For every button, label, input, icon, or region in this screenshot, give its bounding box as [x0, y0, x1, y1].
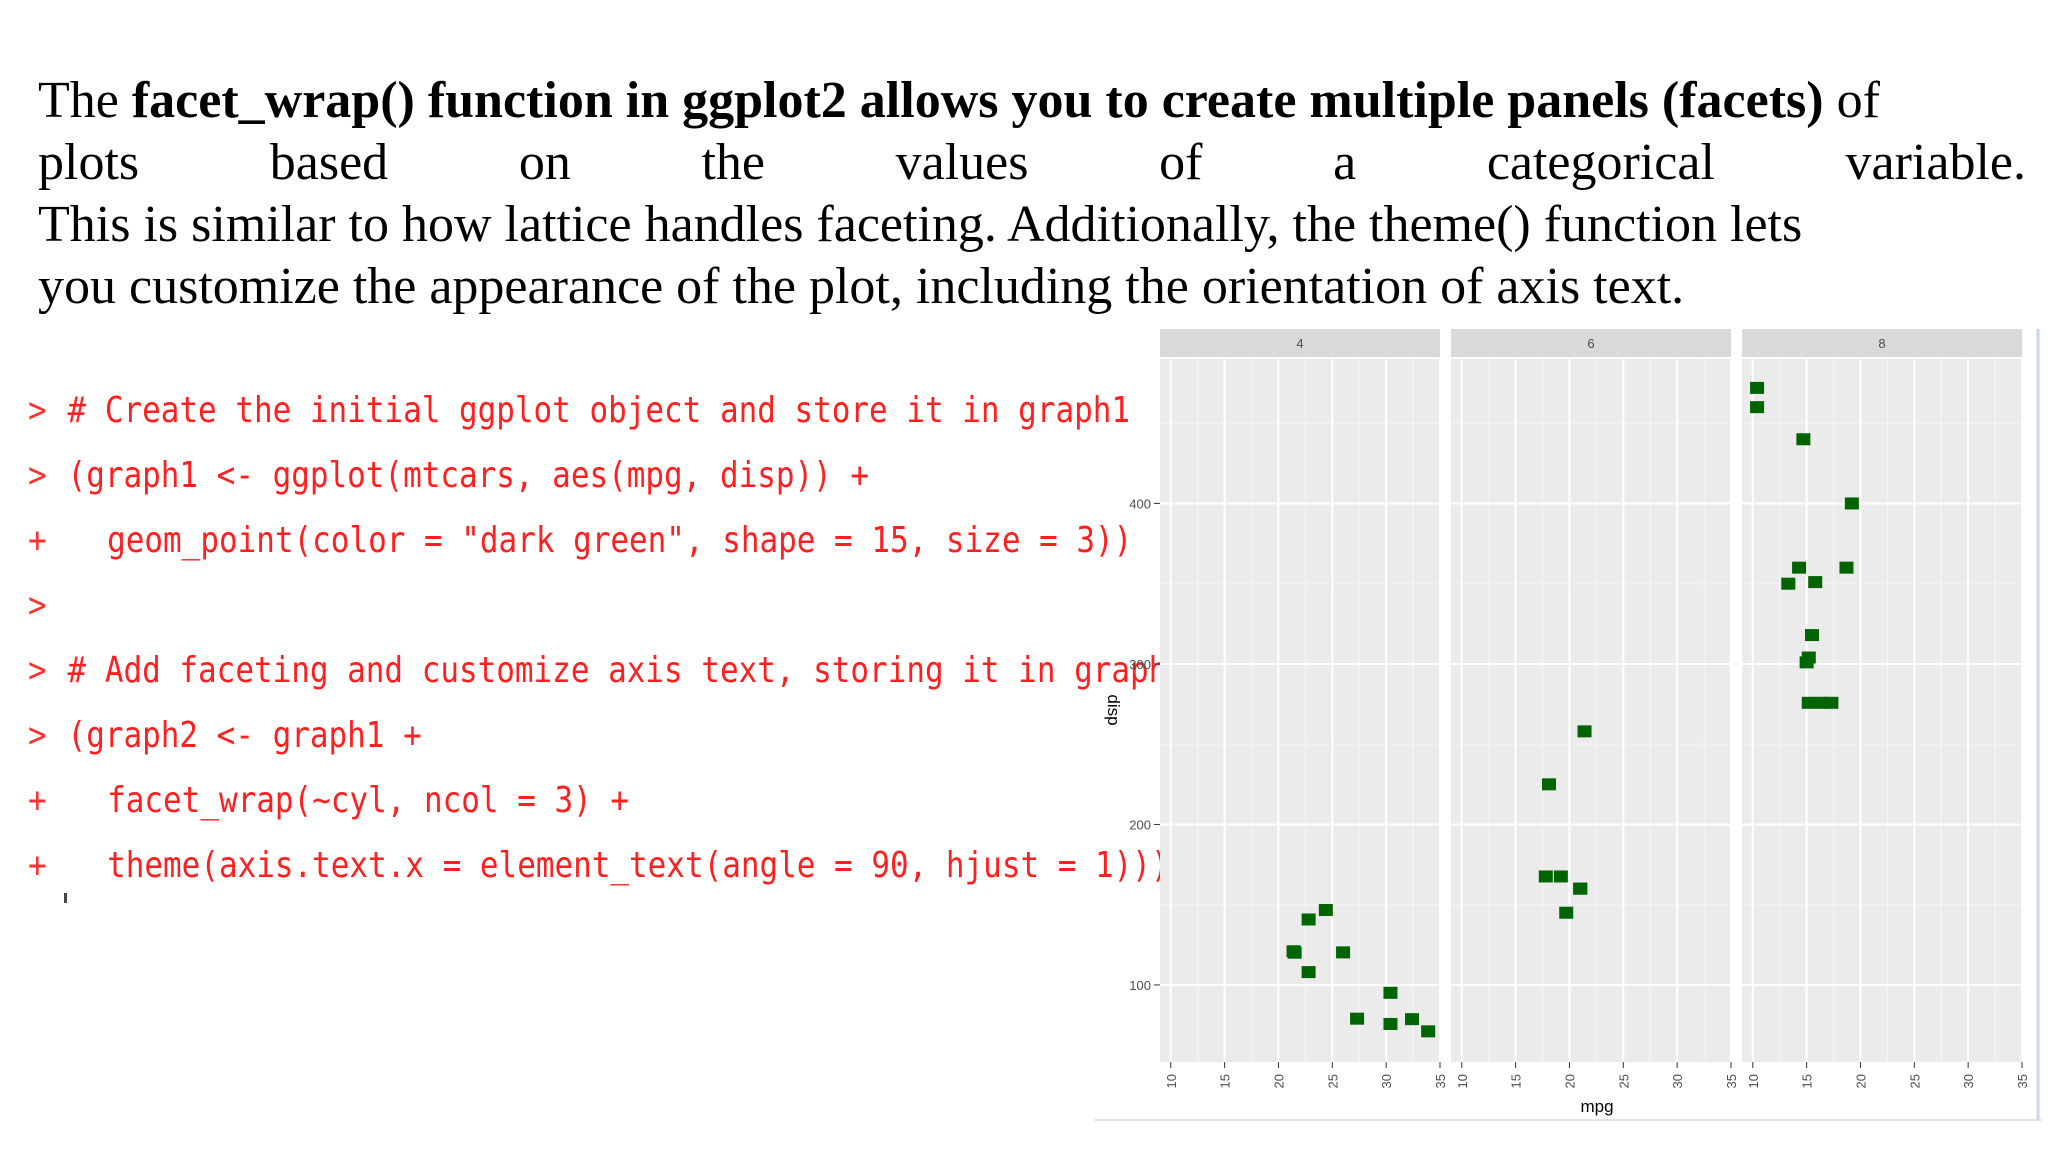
- y-tick-label: 200: [1129, 817, 1151, 832]
- x-tick-label: 15: [1800, 1074, 1815, 1088]
- code-line: + theme(axis.text.x = element_text(angle …: [28, 833, 1186, 898]
- data-point: [1336, 946, 1351, 959]
- facet-panel: [1160, 359, 1440, 1062]
- x-tick-label: 30: [1379, 1074, 1394, 1088]
- data-point: [1383, 1017, 1398, 1030]
- data-point: [1799, 656, 1814, 669]
- data-point: [1796, 433, 1811, 446]
- console-prompt: +: [28, 780, 47, 821]
- facet-strip-label: 4: [1296, 336, 1303, 351]
- data-point: [1318, 904, 1333, 917]
- data-point: [1383, 986, 1398, 999]
- console-prompt: >: [28, 585, 47, 626]
- x-tick-label: 15: [1509, 1074, 1524, 1088]
- code-text: theme(axis.text.x = element_text(angle =…: [107, 845, 1170, 886]
- facet-strip: [1160, 329, 1440, 357]
- y-tick-label: 300: [1129, 657, 1151, 672]
- x-tick-label: 10: [1455, 1074, 1470, 1088]
- x-tick-label: 20: [1271, 1074, 1286, 1088]
- data-point: [1350, 1012, 1365, 1025]
- data-point: [1538, 870, 1553, 883]
- console-prompt: >: [28, 390, 47, 431]
- data-point: [1750, 381, 1765, 394]
- code-text: # Add faceting and customize axis text, …: [67, 650, 1186, 691]
- code-line: > # Add faceting and customize axis text,…: [28, 638, 1186, 703]
- console-prompt: >: [28, 455, 47, 496]
- data-point: [1805, 629, 1819, 642]
- data-point: [1286, 945, 1301, 958]
- x-tick-label: 10: [1746, 1074, 1761, 1088]
- data-point: [1844, 497, 1859, 510]
- x-tick-label: 10: [1164, 1074, 1179, 1088]
- r-console-code: > # Create the initial ggplot object and …: [28, 378, 1186, 898]
- y-axis-title: disp: [1104, 694, 1123, 725]
- facet-strip-label: 8: [1878, 336, 1885, 351]
- console-prompt: >: [28, 650, 47, 691]
- description-paragraph: The facet_wrap() function in ggplot2 all…: [38, 70, 2026, 318]
- facet-chart: 4 10 15 20 25 30 35 6 10 15 20 25 30 35 8 10 15 20 25 30 35 1…: [1094, 325, 2042, 1125]
- code-text: # Create the initial ggplot object and s…: [67, 390, 1131, 431]
- x-tick-label: 35: [1433, 1074, 1448, 1088]
- data-point: [1405, 1013, 1419, 1026]
- code-text: (graph1 <- ggplot(mtcars, aes(mpg, disp)…: [67, 455, 870, 496]
- x-tick-label: 35: [2015, 1074, 2030, 1088]
- x-tick-label: 30: [1961, 1074, 1976, 1088]
- data-point: [1301, 966, 1316, 979]
- data-point: [1839, 561, 1854, 574]
- x-tick-label: 25: [1907, 1074, 1922, 1088]
- code-text: [57, 585, 67, 626]
- data-point: [1553, 870, 1568, 883]
- x-tick-label: 25: [1325, 1074, 1340, 1088]
- data-point: [1808, 576, 1823, 589]
- facet-strip: [1742, 329, 2022, 357]
- data-point: [1577, 725, 1592, 738]
- code-line: > # Create the initial ggplot object and …: [28, 378, 1186, 443]
- x-tick-label: 20: [1853, 1074, 1868, 1088]
- text-cursor: [64, 893, 67, 903]
- code-line: + geom_point(color = "dark green", shape …: [28, 508, 1186, 573]
- code-text: geom_point(color = "dark green", shape =…: [107, 520, 1133, 561]
- data-point: [1542, 778, 1556, 791]
- x-tick-label: 15: [1218, 1074, 1233, 1088]
- facet-strip-label: 6: [1587, 336, 1594, 351]
- code-text: (graph2 <- graph1 +: [67, 715, 422, 756]
- data-point: [1750, 401, 1765, 414]
- data-point: [1792, 561, 1807, 574]
- bold-phrase: facet_wrap() function in ggplot2 allows …: [131, 72, 1824, 129]
- data-point: [1824, 696, 1839, 709]
- console-prompt: +: [28, 845, 47, 886]
- code-line: > (graph1 <- ggplot(mtcars, aes(mpg, disp…: [28, 443, 1186, 508]
- paragraph-line-4: you customize the appearance of the plot…: [38, 258, 1685, 315]
- code-line: + facet_wrap(~cyl, ncol = 3) +: [28, 768, 1186, 833]
- facet-panel: [1742, 359, 2022, 1062]
- x-tick-label: 25: [1616, 1074, 1631, 1088]
- y-tick-label: 100: [1129, 978, 1151, 993]
- console-prompt: >: [28, 715, 47, 756]
- x-tick-label: 20: [1562, 1074, 1577, 1088]
- paragraph-line-2: plots based on the values of a categoric…: [38, 134, 2026, 191]
- paragraph-line-1: The facet_wrap() function in ggplot2 all…: [38, 72, 1880, 129]
- data-point: [1801, 696, 1816, 709]
- x-tick-label: 35: [1724, 1074, 1739, 1088]
- code-line: >: [28, 573, 1186, 638]
- code-line: > (graph2 <- graph1 +: [28, 703, 1186, 768]
- console-prompt: +: [28, 520, 47, 561]
- code-text: facet_wrap(~cyl, ncol = 3) +: [107, 780, 630, 821]
- x-tick-label: 30: [1670, 1074, 1685, 1088]
- data-point: [1301, 913, 1316, 926]
- data-point: [1421, 1025, 1436, 1038]
- data-point: [1559, 906, 1574, 919]
- data-point: [1573, 882, 1588, 895]
- facet-panel: [1451, 359, 1731, 1062]
- facet-strip: [1451, 329, 1731, 357]
- y-tick-label: 400: [1129, 496, 1151, 511]
- facet-scatter-svg: 4 10 15 20 25 30 35 6 10 15 20 25 30 35 8 10 15 20 25 30 35 1…: [1094, 329, 2042, 1121]
- data-point: [1781, 577, 1796, 590]
- paragraph-line-3: This is similar to how lattice handles f…: [38, 196, 1803, 253]
- x-axis-title: mpg: [1580, 1097, 1613, 1116]
